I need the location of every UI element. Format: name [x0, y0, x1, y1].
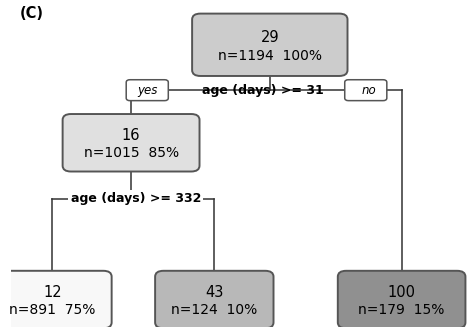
FancyBboxPatch shape — [0, 271, 112, 328]
Text: n=179  15%: n=179 15% — [358, 303, 445, 317]
Text: n=124  10%: n=124 10% — [171, 303, 257, 317]
Text: n=891  75%: n=891 75% — [9, 303, 96, 317]
FancyBboxPatch shape — [63, 114, 200, 172]
FancyBboxPatch shape — [155, 271, 273, 328]
Text: age (days) >= 332: age (days) >= 332 — [71, 193, 201, 205]
Text: no: no — [362, 84, 377, 97]
Text: 16: 16 — [122, 128, 140, 143]
Text: 12: 12 — [43, 285, 62, 300]
FancyBboxPatch shape — [338, 271, 465, 328]
Text: n=1015  85%: n=1015 85% — [83, 146, 179, 160]
Text: yes: yes — [137, 84, 157, 97]
FancyBboxPatch shape — [192, 13, 347, 76]
Text: age (days) >= 31: age (days) >= 31 — [202, 84, 324, 97]
Text: 29: 29 — [261, 30, 279, 45]
FancyBboxPatch shape — [126, 80, 168, 101]
FancyBboxPatch shape — [345, 80, 387, 101]
Text: n=1194  100%: n=1194 100% — [218, 49, 322, 63]
Text: 43: 43 — [205, 285, 224, 300]
Text: 100: 100 — [388, 285, 416, 300]
Text: (C): (C) — [20, 6, 44, 21]
